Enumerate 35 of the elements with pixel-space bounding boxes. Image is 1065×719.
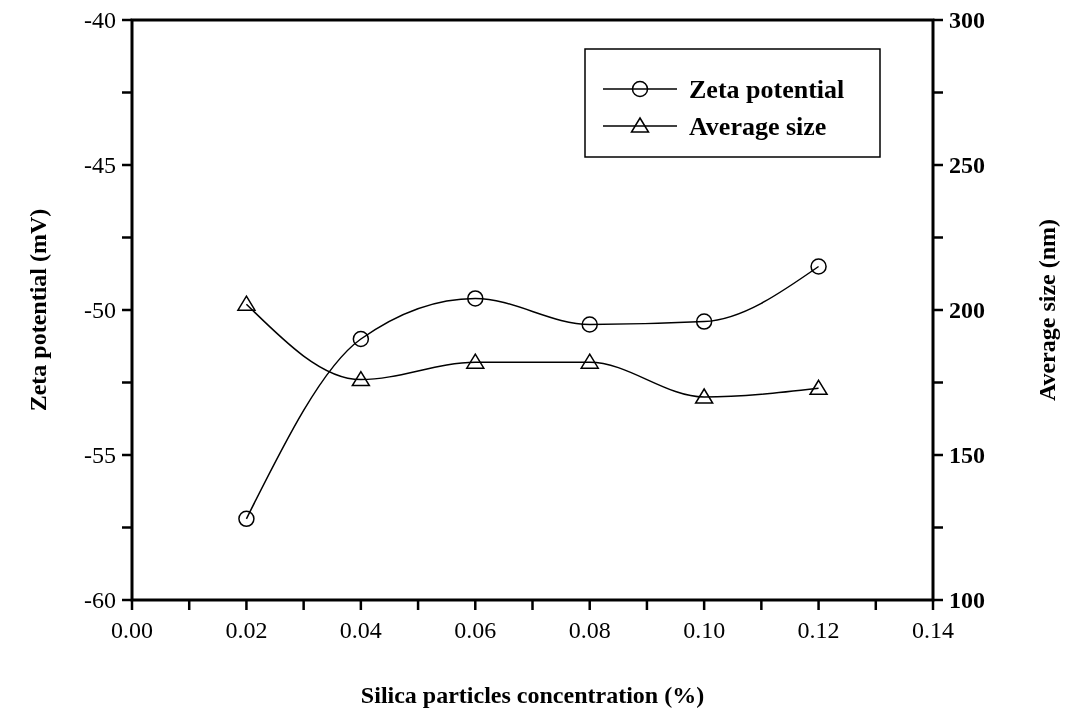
y2-tick-label: 200 — [949, 297, 985, 323]
point — [694, 388, 714, 404]
point — [581, 316, 598, 333]
y-axis-title: Zeta potential (mV) — [25, 208, 51, 412]
y-tick-label: -60 — [84, 587, 116, 613]
y2-tick-label: 150 — [949, 442, 985, 468]
y-tick-label: -50 — [84, 297, 116, 323]
y2-axis-title: Average size (nm) — [1034, 218, 1060, 402]
point — [466, 353, 485, 369]
x-tick-label: 0.00 — [111, 617, 153, 643]
x-tick-label: 0.10 — [683, 617, 726, 643]
legend-label: Average size — [689, 112, 827, 141]
y-tick-label: -45 — [84, 152, 116, 178]
x-tick-label: 0.06 — [454, 617, 497, 643]
y2-tick-label: 300 — [949, 7, 985, 33]
y-tick-label: -40 — [84, 7, 116, 33]
y2-tick-label: 100 — [949, 587, 985, 613]
point — [237, 295, 256, 311]
x-tick-label: 0.14 — [912, 617, 954, 643]
x-tick-label: 0.02 — [225, 617, 268, 643]
point — [238, 510, 255, 528]
point — [467, 290, 484, 307]
point — [580, 353, 599, 369]
point — [809, 379, 828, 396]
x-tick-label: 0.04 — [339, 617, 382, 643]
point — [351, 370, 371, 387]
point — [695, 313, 713, 330]
x-tick-label: 0.08 — [568, 617, 611, 643]
point — [810, 258, 827, 275]
y-tick-label: -55 — [84, 442, 116, 468]
x-tick-label: 0.12 — [797, 617, 840, 643]
legend-label: Zeta potential — [689, 75, 845, 104]
y2-tick-label: 250 — [949, 152, 985, 178]
x-axis-title: Silica particles concentration (%) — [360, 682, 705, 708]
point — [352, 330, 370, 348]
